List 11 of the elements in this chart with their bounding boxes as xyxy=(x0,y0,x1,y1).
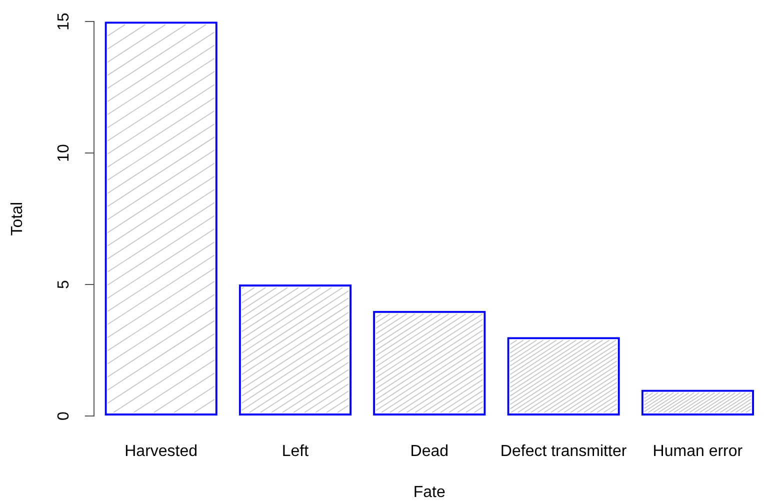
x-axis-title: Fate xyxy=(413,484,446,501)
x-tick-label: Left xyxy=(282,443,310,460)
x-tick-label: Dead xyxy=(410,443,449,460)
y-tick-label: 0 xyxy=(56,411,73,420)
y-axis-title: Total xyxy=(9,202,26,236)
y-tick-label: 5 xyxy=(56,280,73,289)
x-tick-label: Human error xyxy=(652,443,744,460)
x-tick-label: Defect transmitter xyxy=(500,443,628,460)
x-tick-label: Harvested xyxy=(124,443,198,460)
y-tick-label: 10 xyxy=(56,144,73,162)
y-tick-label: 15 xyxy=(56,12,73,30)
